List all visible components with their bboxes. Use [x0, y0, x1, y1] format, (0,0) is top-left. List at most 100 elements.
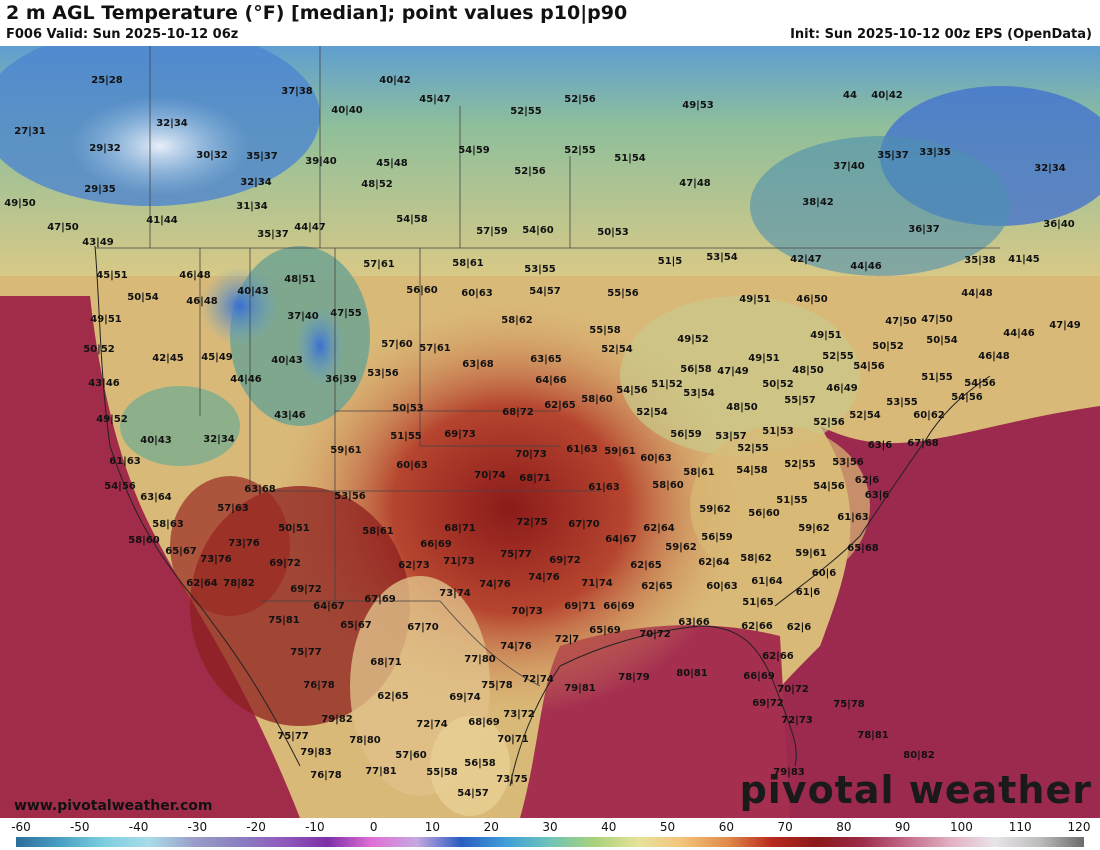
point-value: 75|78: [833, 699, 865, 710]
point-value: 62|6: [786, 622, 812, 633]
point-value: 61|63: [566, 444, 598, 455]
point-value: 59|62: [699, 504, 731, 515]
point-value: 52|54: [849, 410, 881, 421]
point-value: 45|47: [419, 94, 451, 105]
point-value: 70|74: [474, 470, 506, 481]
point-value: 65|69: [589, 625, 621, 636]
point-value: 75|77: [277, 731, 309, 742]
point-value: 72|74: [416, 719, 448, 730]
point-value: 54|58: [396, 214, 428, 225]
point-value: 58|60: [581, 394, 613, 405]
point-value: 29|32: [89, 143, 121, 154]
point-value: 54|58: [736, 465, 768, 476]
point-value: 57|60: [381, 339, 413, 350]
point-value: 78|80: [349, 735, 381, 746]
point-value: 71|74: [581, 578, 613, 589]
point-value: 70|72: [777, 684, 809, 695]
point-value: 75|77: [500, 549, 532, 560]
point-value: 45|51: [96, 270, 128, 281]
point-value: 47|50: [921, 314, 953, 325]
point-value: 71|73: [443, 556, 475, 567]
point-value: 62|73: [398, 560, 430, 571]
point-value: 46|49: [826, 383, 858, 394]
point-value: 62|65: [630, 560, 662, 571]
point-value: 50|52: [83, 344, 115, 355]
point-value: 48|52: [361, 179, 393, 190]
point-value: 61|6: [795, 587, 821, 598]
point-value: 40|43: [237, 286, 269, 297]
point-value: 53|54: [706, 252, 738, 263]
point-value: 50|52: [872, 341, 904, 352]
point-value: 37|38: [281, 86, 313, 97]
temperature-map[interactable]: 25|28 27|31 29|32 29|35 49|50 47|50 41|44 31|34…: [0, 46, 1100, 818]
point-value: 67|68: [907, 438, 939, 449]
point-value: 73|74: [439, 588, 471, 599]
legend-tick: 30: [542, 820, 558, 834]
point-value: 68|71: [370, 657, 402, 668]
point-value: 52|55: [510, 106, 542, 117]
point-value: 32|34: [156, 118, 188, 129]
point-value: 40|42: [871, 90, 903, 101]
header: 2 m AGL Temperature (°F) [median]; point…: [0, 0, 1100, 46]
point-value: 44|46: [1003, 328, 1035, 339]
point-value: 60|6: [811, 568, 837, 579]
point-value: 69|74: [449, 692, 481, 703]
point-value: 67|70: [568, 519, 600, 530]
point-value: 41|45: [1008, 254, 1040, 265]
point-value: 63|64: [140, 492, 172, 503]
point-value: 59|61: [795, 548, 827, 559]
point-value: 48|50: [792, 365, 824, 376]
point-value: 52|55: [737, 443, 769, 454]
legend-tick: 80: [836, 820, 852, 834]
point-value: 59|61: [604, 446, 636, 457]
point-value: 66|69: [743, 671, 775, 682]
point-value: 51|53: [762, 426, 794, 437]
point-value: 50|54: [926, 335, 958, 346]
point-value: 59|61: [330, 445, 362, 456]
point-value: 56|58: [464, 758, 496, 769]
point-value: 57|60: [395, 750, 427, 761]
point-value: 47|55: [330, 308, 362, 319]
point-value: 56|58: [680, 364, 712, 375]
point-value: 53|57: [715, 431, 747, 442]
point-value: 66|69: [603, 601, 635, 612]
point-value: 32|34: [240, 177, 272, 188]
point-value: 70|71: [497, 734, 529, 745]
point-value: 48|50: [726, 402, 758, 413]
point-value: 72|75: [516, 517, 548, 528]
point-value: 72|73: [781, 715, 813, 726]
point-value: 63|68: [244, 484, 276, 495]
point-value: 73|76: [228, 538, 260, 549]
point-value: 73|75: [496, 774, 528, 785]
point-value: 73|72: [503, 709, 535, 720]
point-value: 53|56: [367, 368, 399, 379]
legend-tick: 60: [718, 820, 734, 834]
website-credit[interactable]: www.pivotalweather.com: [14, 798, 213, 814]
point-value: 61|63: [109, 456, 141, 467]
point-value: 68|69: [468, 717, 500, 728]
point-value: 74|76: [528, 572, 560, 583]
point-value: 64|67: [605, 534, 637, 545]
point-value: 40|43: [271, 355, 303, 366]
point-value: 43|49: [82, 237, 114, 248]
point-value: 57|61: [419, 343, 451, 354]
point-value: 70|73: [515, 449, 547, 460]
point-value: 36|40: [1043, 219, 1075, 230]
point-value: 69|72: [269, 558, 301, 569]
point-value: 51|55: [921, 372, 953, 383]
point-value: 78|79: [618, 672, 650, 683]
brand-logo: pivotal weather: [739, 768, 1092, 812]
point-value: 45|48: [376, 158, 408, 169]
point-value: 59|62: [798, 523, 830, 534]
point-value: 58|63: [152, 519, 184, 530]
point-value: 47|50: [885, 316, 917, 327]
legend-tick: 10: [424, 820, 441, 834]
point-value: 70|72: [639, 629, 671, 640]
point-value: 56|60: [406, 285, 438, 296]
point-value: 58|61: [683, 467, 715, 478]
point-value: 55|56: [607, 288, 639, 299]
point-value: 63|6: [867, 440, 893, 451]
point-value: 62|65: [544, 400, 576, 411]
point-value: 44|47: [294, 222, 326, 233]
point-value: 68|71: [519, 473, 551, 484]
